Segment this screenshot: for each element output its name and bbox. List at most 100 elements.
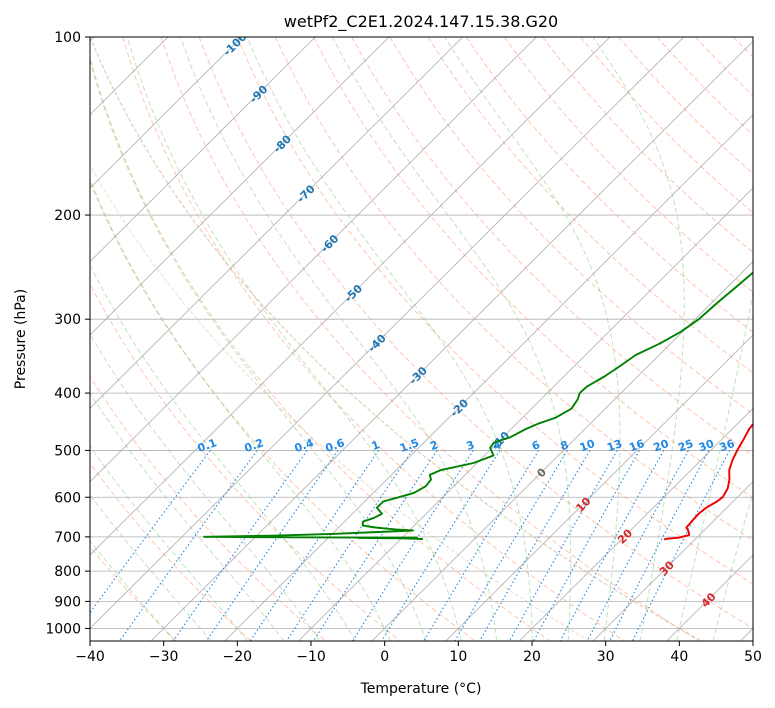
dry-adiabat-line — [275, 37, 753, 542]
dry-adiabat-line — [236, 37, 753, 585]
x-tick-label: 10 — [449, 649, 467, 665]
x-tick-label: −40 — [75, 649, 105, 665]
y-tick-label: 800 — [54, 564, 81, 580]
y-tick-label: 500 — [54, 443, 81, 459]
x-tick-label: 50 — [744, 649, 762, 665]
dry-adiabat-line — [313, 37, 753, 499]
axis-ticks: −40 −30 −20 −10 0 10 20 30 40 5010020030040050060… — [45, 30, 762, 665]
isotherm-line — [90, 37, 316, 263]
isotherm-line — [298, 187, 753, 641]
y-tick-label: 300 — [54, 312, 81, 328]
y-axis-label: Pressure (hPa) — [13, 289, 29, 389]
reference-curve — [90, 37, 702, 641]
moist-adiabat-line — [90, 58, 427, 641]
moist-adiabat-line — [126, 37, 462, 641]
y-tick-label: 100 — [54, 30, 81, 46]
mixing-ratio-line — [479, 450, 591, 641]
mixing-ratio-line — [609, 450, 710, 641]
mixing-ratio-line — [249, 450, 379, 641]
mixing-ratio-line — [586, 450, 689, 641]
mixing-ratio-label: 8 — [559, 438, 571, 453]
isotherm-line — [371, 260, 753, 641]
plot-frame — [89, 36, 754, 642]
y-tick-label: 200 — [54, 208, 81, 224]
mixing-ratio-line — [286, 450, 413, 641]
mixing-ratio-label: 6 — [530, 438, 542, 453]
isotherm-line — [445, 334, 753, 641]
mixing-ratio-label: 0.2 — [243, 436, 266, 455]
chart-title: wetPf2_C2E1.2024.147.15.38.G20 — [284, 12, 558, 32]
dry-adiabat-line — [160, 37, 700, 641]
y-tick-label: 400 — [54, 386, 81, 402]
dry-adiabat-line — [618, 37, 753, 175]
x-tick-label: −10 — [296, 649, 326, 665]
moist-adiabat-line — [592, 37, 685, 641]
dry-adiabat-line — [427, 37, 753, 374]
moist-adiabat-line — [90, 392, 285, 641]
moist-adiabat-line — [331, 37, 572, 641]
mixing-ratio-label: 0.1 — [196, 436, 219, 455]
isotherm-line — [90, 37, 537, 483]
mixing-ratio-line — [632, 450, 731, 641]
plot-background — [90, 37, 753, 641]
isotherm-line — [150, 40, 753, 641]
temperature-line — [663, 422, 753, 541]
dry-adiabat-line — [772, 37, 775, 641]
y-tick-label: 700 — [54, 530, 81, 546]
mixing-ratio-label: 2 — [428, 438, 440, 453]
chart-grid — [90, 37, 775, 641]
dry-adiabat-line — [90, 55, 550, 641]
dewpoint-line — [203, 271, 753, 540]
mixing-ratio-label: 16 — [627, 437, 646, 455]
isotherm-line — [519, 407, 753, 641]
moist-adiabat-line — [90, 445, 249, 641]
isotherm-line — [592, 481, 753, 641]
y-tick-label: 900 — [54, 594, 81, 610]
isotherm-line — [90, 37, 611, 556]
mixing-ratio-label: 3 — [465, 438, 477, 453]
mixing-ratio-label: 20 — [652, 437, 671, 455]
dry-adiabat-line — [389, 37, 753, 415]
mixing-ratio-label: 0.4 — [293, 436, 316, 455]
moist-adiabat-line — [246, 37, 533, 641]
moist-adiabat-line — [676, 289, 753, 641]
isotherm-line — [90, 37, 242, 189]
x-tick-label: 20 — [523, 649, 541, 665]
isotherm-line — [224, 114, 753, 641]
isotherm-line — [90, 37, 390, 336]
dry-adiabat-line — [503, 37, 753, 293]
mixing-ratio-line — [205, 450, 339, 641]
mixing-ratio-label: 0.6 — [324, 436, 347, 455]
x-tick-label: 0 — [380, 649, 389, 665]
x-tick-label: −20 — [223, 649, 253, 665]
mixing-ratio-line — [509, 450, 618, 641]
dry-adiabat-line — [90, 375, 326, 641]
mixing-ratio-label: 4 — [491, 438, 503, 453]
mixing-ratio-label: 13 — [605, 437, 624, 454]
dry-adiabat-line — [198, 37, 753, 630]
dry-adiabat-line — [90, 282, 401, 641]
y-tick-label: 600 — [54, 490, 81, 506]
isotherm-line — [90, 37, 684, 630]
mixing-ratio-line — [533, 450, 640, 641]
mixing-ratio-line — [90, 450, 211, 614]
reference-curve — [90, 163, 590, 641]
y-tick-label: 1000 — [45, 621, 81, 637]
moist-adiabat-line — [712, 490, 753, 641]
dry-adiabat-line — [122, 37, 625, 641]
mixing-ratio-label: 30 — [697, 437, 716, 455]
moist-adiabat-line — [90, 178, 392, 641]
x-tick-label: 40 — [670, 649, 688, 665]
dry-adiabat-line — [542, 37, 753, 253]
mixing-ratio-label: 10 — [578, 437, 597, 455]
mixing-ratio-line — [172, 450, 308, 641]
mixing-ratio-label: 36 — [718, 437, 737, 455]
mixing-ratio-label: 1 — [370, 438, 382, 453]
moist-adiabat-line — [90, 332, 321, 641]
moist-adiabat-line — [90, 263, 356, 641]
x-tick-label: 30 — [597, 649, 615, 665]
moist-adiabat-line — [179, 37, 498, 641]
chart-series — [203, 271, 753, 541]
mixing-ratio-line — [559, 450, 665, 641]
